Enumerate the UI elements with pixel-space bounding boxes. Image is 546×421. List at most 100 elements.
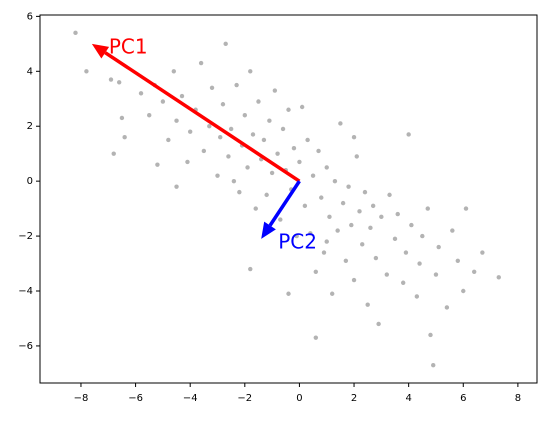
point [480,250,485,255]
point [261,137,267,143]
point [286,107,291,112]
point [365,302,370,307]
point [308,231,313,236]
arrow-head [91,43,110,59]
x-tick-label: 2 [351,393,357,404]
point [329,291,335,296]
point [179,93,185,99]
point [264,192,269,198]
point [253,206,258,211]
point [324,239,329,244]
point [234,82,239,88]
point [256,99,261,104]
point [280,126,286,132]
point [119,115,125,121]
point [332,178,338,184]
point [433,272,439,277]
point [201,148,207,154]
point [147,113,152,118]
point [395,211,400,217]
point [324,165,329,170]
point [207,124,212,129]
point [111,151,116,156]
point [272,88,278,93]
x-tick-label: −8 [74,393,89,404]
point [362,189,368,195]
x-tick-label: 8 [515,393,521,404]
point [250,132,256,137]
point [291,145,297,151]
point [379,214,384,220]
point [384,272,390,277]
y-tick-label: 0 [27,176,33,187]
point [373,255,379,261]
y-tick-label: 2 [27,121,33,132]
point [187,129,193,134]
point [231,178,237,184]
point [400,280,406,285]
point [297,159,302,165]
point [305,137,310,143]
point [248,266,253,272]
x-tick-label: −2 [237,393,252,404]
point [174,118,179,123]
point [417,261,422,266]
point [349,222,354,228]
point [420,233,425,239]
point [351,135,357,140]
point [403,250,409,255]
point [166,137,171,143]
point [215,173,220,178]
point [368,225,373,231]
x-tick-label: 4 [405,393,411,404]
point [108,77,114,82]
x-tick-label: 6 [460,393,466,404]
point [316,148,321,154]
point [346,184,351,189]
plot-frame [39,14,538,384]
y-tick-label: 6 [27,11,33,22]
arrow-label: PC2 [278,229,317,253]
point [436,244,441,250]
point [360,242,365,247]
x-tick-label: −4 [183,393,198,404]
point [313,269,319,274]
point [269,170,275,176]
point [223,41,228,47]
point [299,104,305,110]
point [275,151,280,156]
arrow-label: PC1 [109,34,148,58]
point [226,154,231,159]
y-tick-label: −4 [18,286,33,297]
point [209,85,215,90]
point [409,222,414,228]
point [455,258,461,263]
point [245,165,250,170]
point [228,126,234,132]
arrow-shaft [268,180,301,227]
point [406,132,411,137]
point [414,294,420,299]
point [471,269,477,274]
point [461,288,466,294]
point [450,228,455,233]
y-tick-label: −2 [18,231,33,242]
point [84,69,89,74]
point [185,159,190,165]
point [428,332,433,338]
point [138,91,144,96]
point [310,173,316,178]
y-tick-label: −6 [18,341,33,352]
point [220,102,226,107]
point [444,305,450,310]
point [425,206,430,211]
point [267,118,272,123]
x-tick-label: −6 [128,393,143,404]
point [198,60,204,66]
point [321,250,327,255]
arrow-shaft [104,51,301,183]
point [376,321,381,327]
x-tick-label: 0 [296,393,302,404]
point [319,195,324,200]
